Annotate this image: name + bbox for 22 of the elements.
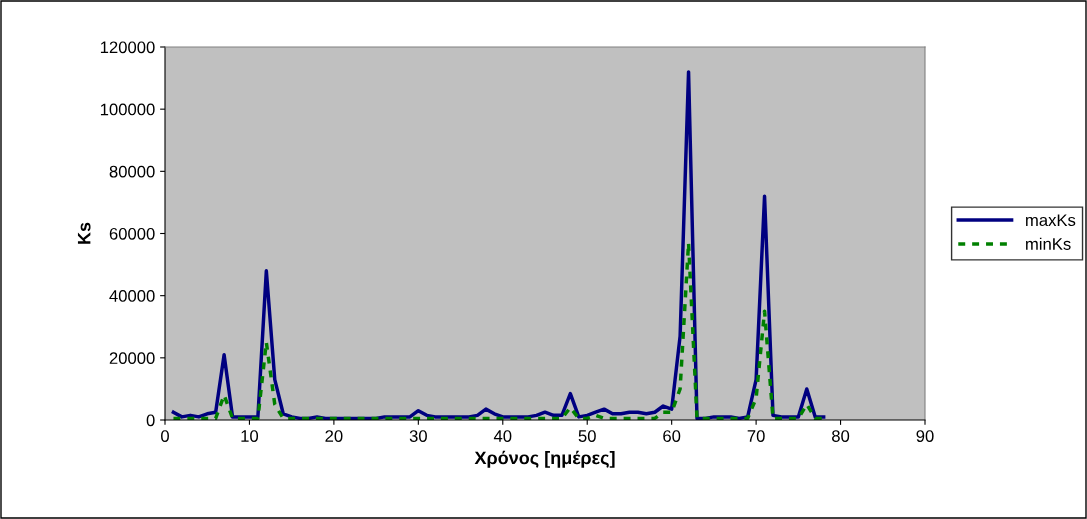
y-tick-label: 20000 [109, 352, 155, 365]
legend-label: minKs [1026, 237, 1071, 250]
x-tick-label: 40 [493, 430, 512, 442]
line-series [171, 70, 826, 420]
y-tick-label: 120000 [100, 41, 155, 54]
x-tick-label: 90 [916, 430, 934, 442]
x-axis-title: Χρόνος [ημέρες] [474, 450, 615, 468]
y-tick-label: 40000 [109, 290, 155, 302]
x-tick-label: 80 [832, 430, 850, 442]
x-tick-label: 60 [663, 430, 681, 442]
x-tick-label: 70 [747, 430, 765, 442]
y-tick-label: 0 [146, 414, 155, 427]
y-tick-label: 80000 [109, 165, 155, 178]
y-axis-title: Ks [77, 222, 91, 244]
y-tick-label: 100000 [100, 103, 155, 116]
y-tick-label: 60000 [109, 227, 155, 240]
x-tick-label: 50 [578, 430, 596, 442]
x-tick-label: 20 [325, 430, 343, 442]
x-tick-label: 0 [161, 430, 169, 442]
x-tick-label: 10 [241, 430, 259, 442]
legend-label: maxKs [1026, 214, 1076, 227]
x-tick-label: 30 [409, 430, 427, 442]
